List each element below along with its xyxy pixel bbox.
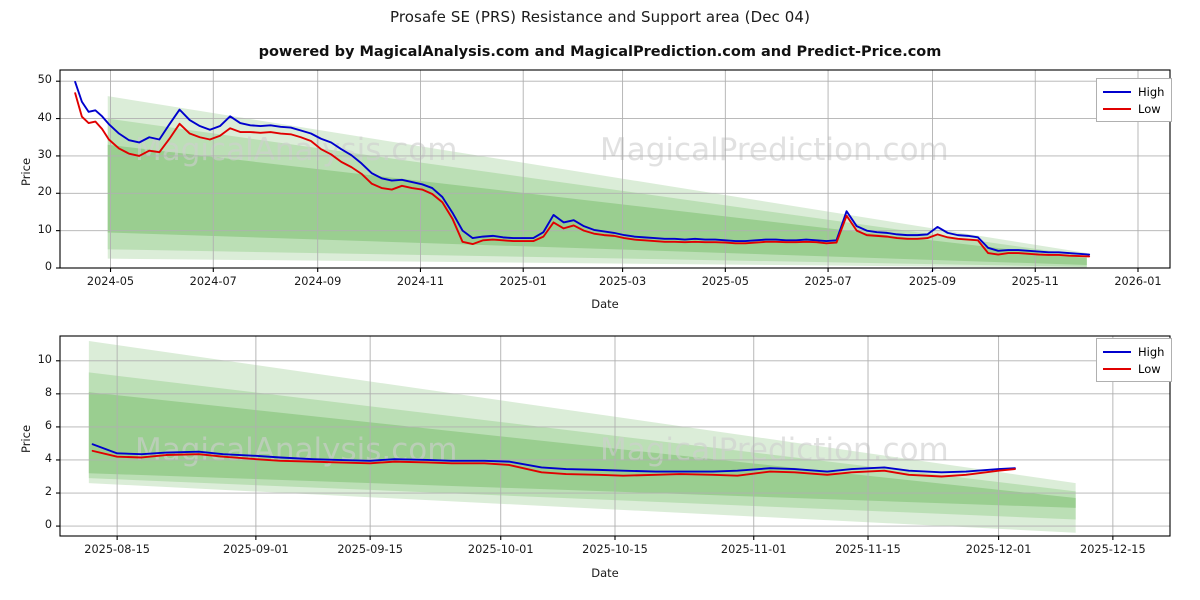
bottom-chart-svg: MagicalAnalysis.com MagicalPrediction.com bbox=[56, 335, 1171, 540]
top-chart-panel: MagicalAnalysis.com MagicalPrediction.com bbox=[56, 69, 1171, 272]
y-axis-tick: 0 bbox=[44, 518, 52, 532]
svg-text:MagicalPrediction.com: MagicalPrediction.com bbox=[600, 132, 949, 168]
x-axis-tick: 2025-11 bbox=[1011, 275, 1059, 288]
y-axis-tick: 10 bbox=[37, 222, 52, 236]
y-axis-tick: 6 bbox=[44, 418, 52, 432]
y-axis-tick: 10 bbox=[37, 352, 52, 366]
legend-label-high: High bbox=[1138, 84, 1165, 99]
x-axis-tick: 2025-10-01 bbox=[467, 543, 534, 556]
svg-text:MagicalPrediction.com: MagicalPrediction.com bbox=[600, 432, 949, 468]
legend-label-low: Low bbox=[1138, 361, 1161, 376]
x-axis-tick: 2024-05 bbox=[86, 275, 135, 288]
top-chart-x-axis-label: Date bbox=[591, 297, 619, 311]
legend-swatch-low bbox=[1103, 367, 1131, 370]
x-axis-tick: 2025-11-01 bbox=[720, 543, 787, 556]
legend-label-high: High bbox=[1138, 344, 1165, 359]
top-chart-legend[interactable]: High Low bbox=[1096, 78, 1173, 122]
page-title: Prosafe SE (PRS) Resistance and Support … bbox=[389, 8, 811, 26]
x-axis-tick: 2025-01 bbox=[499, 275, 547, 288]
legend-swatch-low bbox=[1103, 107, 1131, 110]
x-axis-tick: 2025-10-15 bbox=[582, 543, 648, 556]
x-axis-tick: 2025-11-15 bbox=[835, 543, 901, 556]
x-axis-tick: 2024-09 bbox=[294, 275, 342, 288]
page-subtitle: powered by MagicalAnalysis.com and Magic… bbox=[258, 44, 942, 60]
y-axis-tick: 30 bbox=[37, 147, 52, 161]
bottom-chart-panel: MagicalAnalysis.com MagicalPrediction.com bbox=[0, 300, 1200, 600]
legend-entry-high: High bbox=[1103, 343, 1164, 360]
legend-entry-high: High bbox=[1103, 83, 1164, 100]
y-axis-tick: 50 bbox=[37, 73, 52, 87]
y-axis-tick: 20 bbox=[37, 185, 52, 199]
x-axis-tick: 2025-09-01 bbox=[223, 543, 289, 556]
legend-entry-low: Low bbox=[1103, 360, 1164, 377]
x-axis-tick: 2026-01 bbox=[1114, 275, 1162, 288]
legend-entry-low: Low bbox=[1103, 100, 1164, 117]
x-axis-tick: 2025-08-15 bbox=[84, 543, 150, 556]
y-axis-tick: 40 bbox=[37, 110, 52, 124]
legend-swatch-high bbox=[1103, 350, 1131, 353]
top-chart-svg: MagicalAnalysis.com MagicalPrediction.com bbox=[56, 69, 1171, 272]
x-axis-tick: 2024-11 bbox=[396, 275, 445, 288]
y-axis-tick: 4 bbox=[44, 451, 52, 465]
legend-swatch-high bbox=[1103, 90, 1131, 93]
x-axis-tick: 2024-07 bbox=[189, 275, 237, 288]
bottom-chart-x-axis-label: Date bbox=[591, 566, 619, 580]
x-axis-tick: 2025-05 bbox=[701, 275, 749, 288]
x-axis-tick: 2025-12-01 bbox=[965, 543, 1032, 556]
x-axis-tick: 2025-09-15 bbox=[337, 543, 403, 556]
y-axis-tick: 8 bbox=[44, 385, 52, 399]
bottom-chart-legend[interactable]: High Low bbox=[1096, 338, 1173, 382]
x-axis-tick: 2025-07 bbox=[804, 275, 852, 288]
x-axis-tick: 2025-09 bbox=[908, 275, 957, 288]
x-axis-tick: 2025-12-15 bbox=[1080, 543, 1146, 556]
svg-text:MagicalAnalysis.com: MagicalAnalysis.com bbox=[135, 132, 457, 168]
y-axis-tick: 2 bbox=[44, 485, 52, 499]
y-axis-tick: 0 bbox=[44, 260, 52, 273]
legend-label-low: Low bbox=[1138, 101, 1161, 116]
x-axis-tick: 2025-03 bbox=[598, 275, 647, 288]
